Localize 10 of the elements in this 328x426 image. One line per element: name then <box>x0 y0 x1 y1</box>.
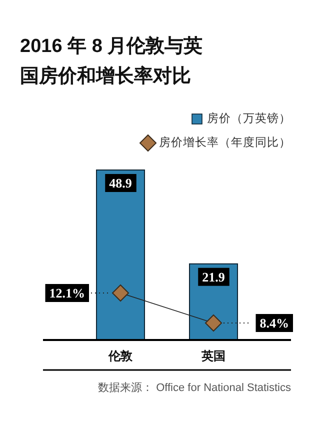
data-label: 8.4% <box>260 316 289 330</box>
chart-title: 2016 年 8 月伦敦与英国房价和增长率对比 <box>20 35 203 87</box>
source-note: 数据来源： Office for National Statistics <box>98 381 292 394</box>
data-label: 12.1% <box>49 286 85 300</box>
x-tick-label: 英国 <box>200 349 226 363</box>
data-label: 48.9 <box>109 176 132 190</box>
legend-label: 房价增长率（年度同比） <box>159 135 291 149</box>
x-tick-label: 伦敦 <box>108 349 134 363</box>
data-label: 21.9 <box>202 269 226 284</box>
legend-label: 房价（万英镑） <box>207 111 291 125</box>
